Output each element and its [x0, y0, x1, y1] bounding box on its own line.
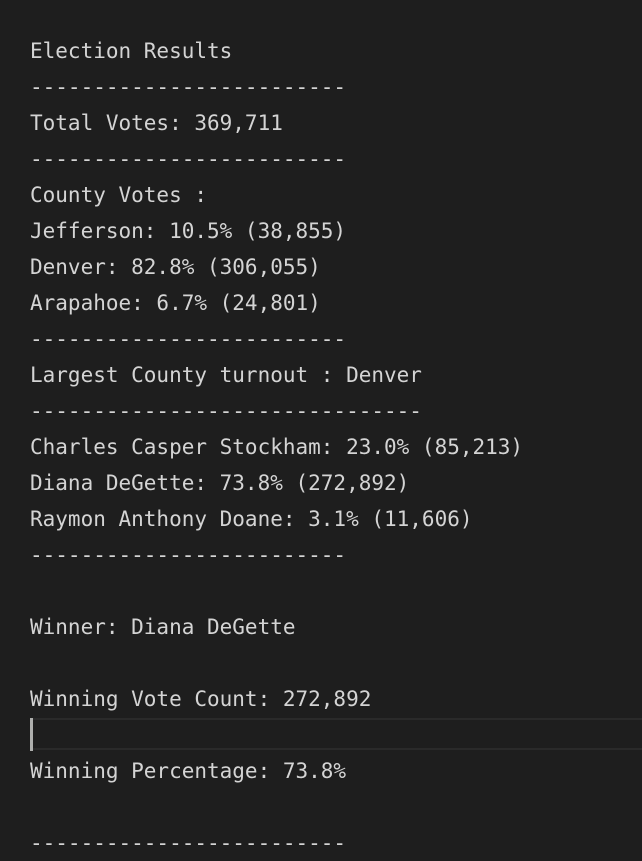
county-line-denver: Denver: 82.8% (306,055)	[30, 255, 321, 279]
largest-county-line: Largest County turnout : Denver	[30, 363, 422, 387]
results-title: Election Results	[30, 39, 233, 63]
county-votes-header: County Votes :	[30, 183, 208, 207]
candidate-line-doane: Raymon Anthony Doane: 3.1% (11,606)	[30, 507, 473, 531]
separator-line: -------------------------	[30, 75, 347, 99]
candidate-line-stockham: Charles Casper Stockham: 23.0% (85,213)	[30, 435, 524, 459]
county-line-jefferson: Jefferson: 10.5% (38,855)	[30, 219, 347, 243]
winning-percentage-line: Winning Percentage: 73.8%	[30, 759, 347, 783]
separator-line-long: -------------------------------	[30, 399, 422, 423]
total-votes-line: Total Votes: 369,711	[30, 111, 283, 135]
current-line-highlight	[30, 718, 642, 750]
separator-line: -------------------------	[30, 147, 347, 171]
county-line-arapahoe: Arapahoe: 6.7% (24,801)	[30, 291, 321, 315]
separator-line: -------------------------	[30, 831, 347, 855]
candidate-line-degette: Diana DeGette: 73.8% (272,892)	[30, 471, 410, 495]
winning-vote-count-line: Winning Vote Count: 272,892	[30, 687, 372, 711]
separator-line: -------------------------	[30, 543, 347, 567]
winner-line: Winner: Diana DeGette	[30, 615, 296, 639]
separator-line: -------------------------	[30, 327, 347, 351]
text-cursor	[30, 718, 33, 751]
